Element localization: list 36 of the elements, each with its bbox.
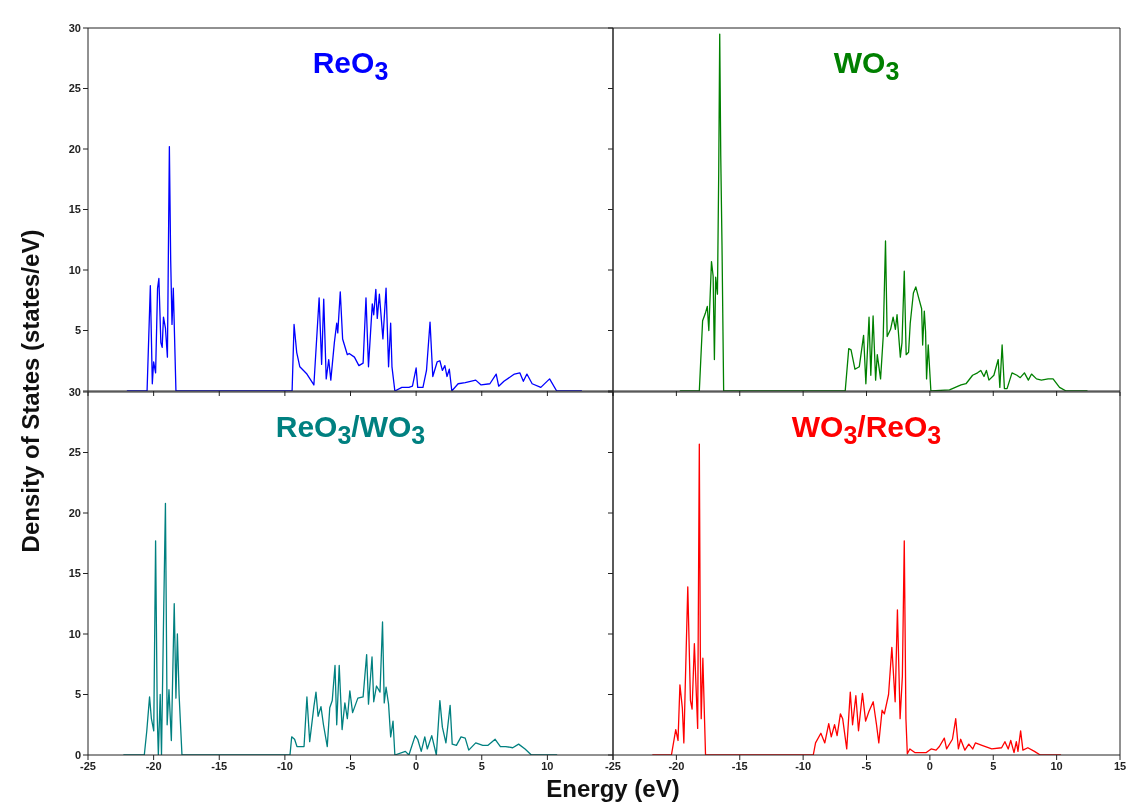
y-tick-label: 20 <box>68 506 81 519</box>
y-tick-label: 25 <box>68 446 81 459</box>
x-tick-label: 15 <box>1113 759 1127 772</box>
y-tick-label: 5 <box>74 688 81 701</box>
y-tick-label: 25 <box>68 82 81 95</box>
y-tick-label: 15 <box>68 567 81 580</box>
x-tick-label: 5 <box>478 759 485 772</box>
y-tick-label: 20 <box>68 142 81 155</box>
text: WO$_{3}$/ReO$_{3}$ <box>790 409 943 451</box>
x-tick-label: -10 <box>795 759 812 772</box>
x-tick-label: -15 <box>731 759 748 772</box>
x-tick-label: 0 <box>926 759 933 772</box>
y-tick-label: 10 <box>68 263 81 276</box>
y-tick-label: 15 <box>68 203 81 216</box>
text: WO$_{3}$ <box>832 45 901 87</box>
x-tick-label: -5 <box>345 759 356 772</box>
x-tick-label: 10 <box>1050 759 1063 772</box>
text: ReO$_{3}$ <box>311 45 390 87</box>
y-tick-label: 30 <box>68 21 81 34</box>
y-tick-label: 5 <box>74 324 81 337</box>
x-tick-label: -20 <box>145 759 162 772</box>
y-tick-label: 10 <box>68 627 81 640</box>
y-tick-label: 0 <box>74 748 81 761</box>
x-tick-label: 0 <box>413 759 420 772</box>
x-tick-label: -5 <box>861 759 872 772</box>
x-tick-label: -25 <box>80 759 96 772</box>
x-axis-title: Energy (eV) <box>545 775 681 803</box>
text: ReO$_{3}$/WO$_{3}$ <box>274 409 427 451</box>
x-tick-label: -10 <box>276 759 293 772</box>
x-tick-label: -15 <box>211 759 228 772</box>
x-tick-label: 10 <box>541 759 554 772</box>
y-tick-label: 30 <box>68 385 81 398</box>
x-tick-label: 5 <box>990 759 997 772</box>
x-tick-label: -20 <box>668 759 685 772</box>
x-tick-label: -25 <box>605 759 621 772</box>
y-axis-title: Density of States (states/eV) <box>17 229 45 553</box>
